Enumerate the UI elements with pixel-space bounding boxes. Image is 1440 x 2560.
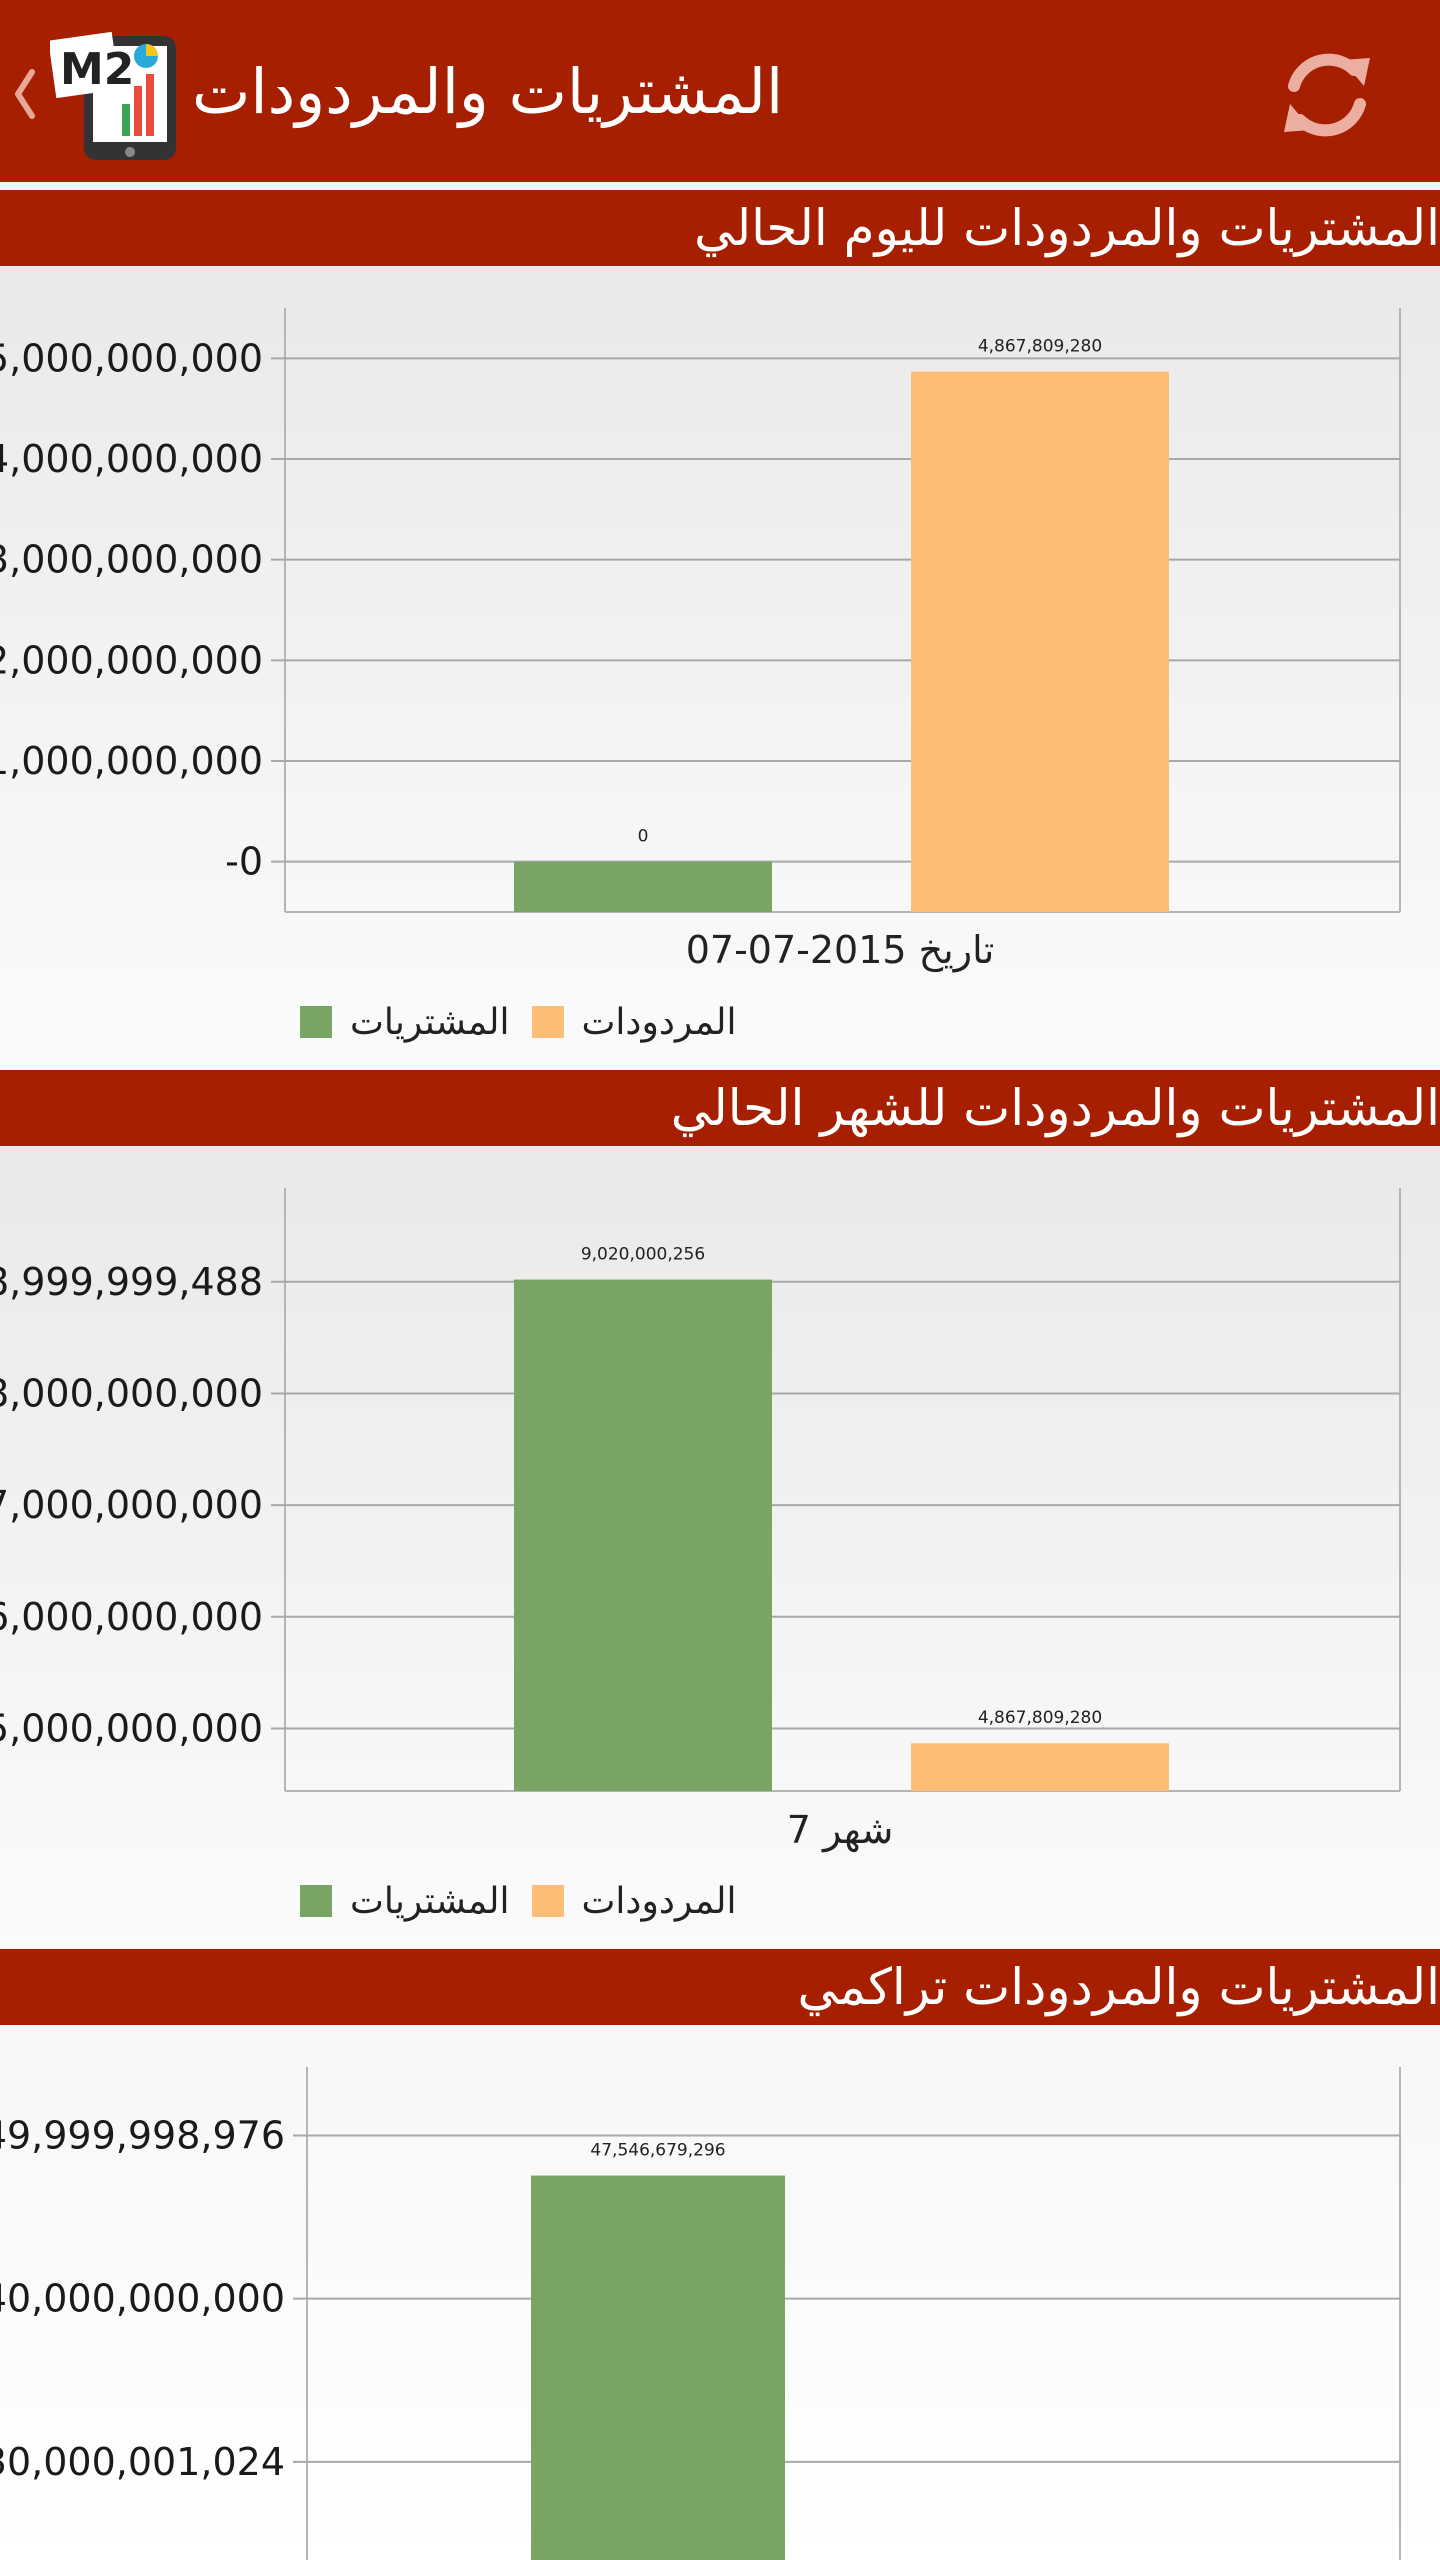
y-tick-label: 5,000,000,000	[0, 336, 263, 380]
y-tick-label: 7,000,000,000	[0, 1483, 263, 1527]
bar-purchases	[514, 1279, 772, 1791]
bar-returns	[911, 371, 1169, 913]
bar-chart-today: -0 1,000,000,000 2,000,000,000 3,000,000,00…	[0, 308, 1401, 913]
legend-swatch-returns	[531, 1885, 564, 1917]
section-header-today: المشتريات والمردودات لليوم الحالي	[0, 190, 1440, 266]
app-logo-icon[interactable]: M2	[50, 26, 180, 162]
x-axis-label: شهر 7	[786, 1808, 894, 1852]
chart-legend: المشتريات المردودات	[300, 1879, 759, 1923]
bar-value-label: 0	[638, 827, 649, 847]
bar-value-label: 4,867,809,280	[978, 1708, 1102, 1728]
y-tick-label: 8,000,000,000	[0, 1371, 263, 1415]
bar-value-label: 47,546,679,296	[590, 2141, 725, 2161]
y-tick-label: 2,000,000,000	[0, 638, 263, 682]
bar-value-label: 9,020,000,256	[581, 1245, 705, 1265]
legend-label-returns: المردودات	[581, 1001, 737, 1043]
chart-legend: المشتريات المردودات	[300, 1000, 759, 1044]
chart-panel-today: -0 1,000,000,000 2,000,000,000 3,000,000,00…	[0, 266, 1440, 1069]
bar-chart-month: 5,000,000,000 6,000,000,000 7,000,000,000 8…	[0, 1188, 1401, 1792]
refresh-icon[interactable]	[1272, 40, 1382, 150]
y-tick-label: 5,000,000,000	[0, 1706, 263, 1750]
y-tick-label: -0	[225, 840, 263, 884]
x-axis-label: تاريخ 2015-07-07	[685, 928, 995, 972]
section-header-month: المشتريات والمردودات للشهر الحالي	[0, 1070, 1440, 1146]
logo-text: M2	[60, 44, 134, 95]
bar-purchases	[531, 2175, 785, 2560]
bar-chart-cumulative: 20,000,000,00030,000,001,02440,000,000,0…	[0, 2067, 1401, 2560]
app-bar: M2 المشتريات والمردودات	[0, 0, 1440, 182]
y-tick-label: 30,000,001,024	[0, 2440, 285, 2484]
y-tick-label: 49,999,998,976	[0, 2114, 285, 2158]
y-tick-label: 4,000,000,000	[0, 437, 263, 481]
bar-purchases	[514, 861, 772, 912]
chevron-left-icon[interactable]	[14, 68, 36, 120]
bar-value-label: 4,867,809,280	[978, 337, 1102, 357]
legend-label-purchases: المشتريات	[350, 1880, 510, 1922]
y-tick-label: 3,000,000,000	[0, 538, 263, 582]
chart-panel-month: 5,000,000,000 6,000,000,000 7,000,000,000 8…	[0, 1146, 1440, 1948]
legend-swatch-returns	[531, 1006, 564, 1038]
app-title: المشتريات والمردودات	[192, 55, 784, 128]
legend-swatch-purchases	[300, 1006, 332, 1038]
section-header-cumulative: المشتريات والمردودات تراكمي	[0, 1949, 1440, 2025]
bar-returns	[911, 1743, 1169, 1791]
y-tick-label: 1,000,000,000	[0, 739, 263, 783]
legend-label-purchases: المشتريات	[350, 1001, 510, 1043]
y-tick-label: 8,999,999,488	[0, 1260, 263, 1304]
legend-swatch-purchases	[300, 1885, 332, 1917]
legend-label-returns: المردودات	[581, 1880, 737, 1922]
y-tick-label: 6,000,000,000	[0, 1595, 263, 1639]
chart-panel-cumulative: 20,000,000,00030,000,001,02440,000,000,0…	[0, 2025, 1440, 2560]
y-tick-label: 40,000,000,000	[0, 2277, 285, 2321]
